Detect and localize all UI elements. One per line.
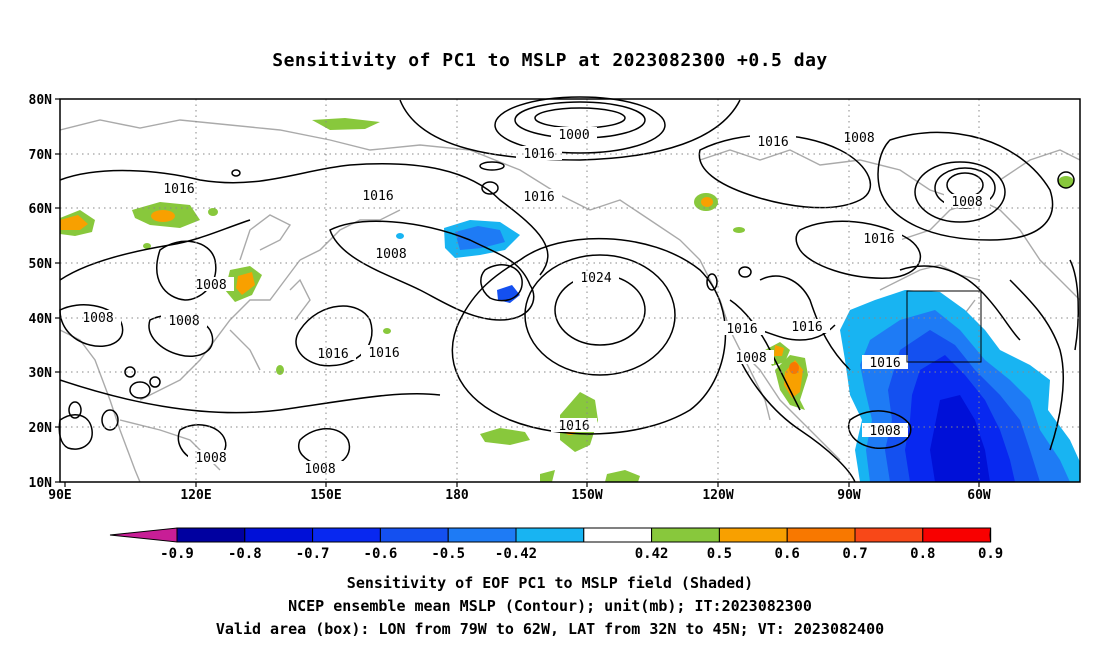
contour-label: 1008 [168,314,199,329]
lon-tick-label: 120E [180,488,211,503]
colorbar-label: 0.42 [635,546,669,562]
colorbar-label: -0.5 [431,546,465,562]
colorbar-label: -0.42 [495,546,537,562]
plot-area: 1000 1016 1016 1008 1016 1016 1008 1008 … [58,96,1081,483]
contour-label: 1016 [558,419,589,434]
lon-tick-label: 120W [702,488,733,503]
contour-label: 1016 [863,232,894,247]
colorbar-segment [922,527,992,543]
colorbar-low-extension [109,527,178,543]
lat-tick-label: 30N [29,366,53,381]
colorbar-segment [379,527,449,543]
lat-tick-label: 60N [29,202,53,217]
lat-tick-label: 20N [29,421,53,436]
colorbar-label: 0.6 [775,546,800,562]
caption-contour: NCEP ensemble mean MSLP (Contour); unit(… [288,597,812,615]
contour-label: 1016 [368,346,399,361]
contour-label: 1008 [735,351,766,366]
lon-tick-label: 90W [837,488,861,503]
colorbar-segment [718,527,788,543]
colorbar-segment [583,527,653,543]
contour-label: 1008 [843,131,874,146]
lat-tick-label: 40N [29,312,53,327]
lat-tick-label: 80N [29,93,53,108]
colorbar-segment [176,527,246,543]
tick-marks [55,98,980,487]
colorbar-segment [854,527,924,543]
colorbar: -0.9 -0.8 -0.7 -0.6 -0.5 -0.42 0.42 0.5 0.6 0.7 0.… [109,527,1003,562]
lon-tick-label: 90E [48,488,71,503]
lon-tick-label: 150W [571,488,602,503]
gridlines [60,99,1080,482]
caption-shading: Sensitivity of EOF PC1 to MSLP field (Sh… [346,574,754,592]
contour-label: 1016 [523,190,554,205]
colorbar-segment [244,527,314,543]
lon-tick-label: 60W [967,488,991,503]
contour-label: 1008 [304,462,335,477]
colorbar-segment [447,527,517,543]
contour-label: 1008 [195,278,226,293]
map-title: Sensitivity of PC1 to MSLP at 2023082300… [272,50,828,71]
valid-area-box [906,290,982,363]
contour-label: 1008 [82,311,113,326]
contour-labels: 1000 1016 1016 1008 1016 1016 1008 1008 … [75,127,990,477]
contour-label: 1016 [317,347,348,362]
contour-label: 1016 [362,189,393,204]
colorbar-label: -0.8 [228,546,262,562]
lon-tick-label: 150E [310,488,341,503]
contour-label: 1008 [869,424,900,439]
colorbar-high-extension [989,527,992,543]
lat-tick-label: 50N [29,257,53,272]
colorbar-label: -0.7 [296,546,330,562]
contour-label: 1008 [195,451,226,466]
contour-label: 1024 [580,271,611,286]
lat-tick-label: 10N [29,476,53,491]
mslp-contours [58,96,1080,483]
contour-label: 1008 [375,247,406,262]
plot-frame [59,98,1081,483]
contour-label: 1016 [869,356,900,371]
colorbar-segment [651,527,720,543]
positive-sensitivity-shading [60,118,1074,482]
caption-valid-area: Valid area (box): LON from 79W to 62W, L… [215,620,885,638]
contour-label: 1016 [791,320,822,335]
longitude-labels: 90E 120E 150E 180 150W 120W 90W 60W [48,488,991,503]
contour-label: 1016 [163,182,194,197]
colorbar-label: 0.9 [978,546,1003,562]
colorbar-segment [515,527,585,543]
colorbar-segment [312,527,381,543]
contour-label: 1016 [726,322,757,337]
colorbar-label: 0.8 [910,546,935,562]
lon-tick-label: 180 [445,488,469,503]
colorbar-label: -0.9 [160,546,194,562]
colorbar-segment [786,527,856,543]
contour-label: 1000 [558,128,589,143]
contour-label: 1008 [951,195,982,210]
lat-tick-label: 70N [29,148,53,163]
colorbar-label: 0.7 [842,546,867,562]
colorbar-label: -0.6 [364,546,398,562]
colorbar-label: 0.5 [707,546,732,562]
latitude-labels: 10N 20N 30N 40N 50N 60N 70N 80N [29,93,53,491]
contour-label: 1016 [757,135,788,150]
